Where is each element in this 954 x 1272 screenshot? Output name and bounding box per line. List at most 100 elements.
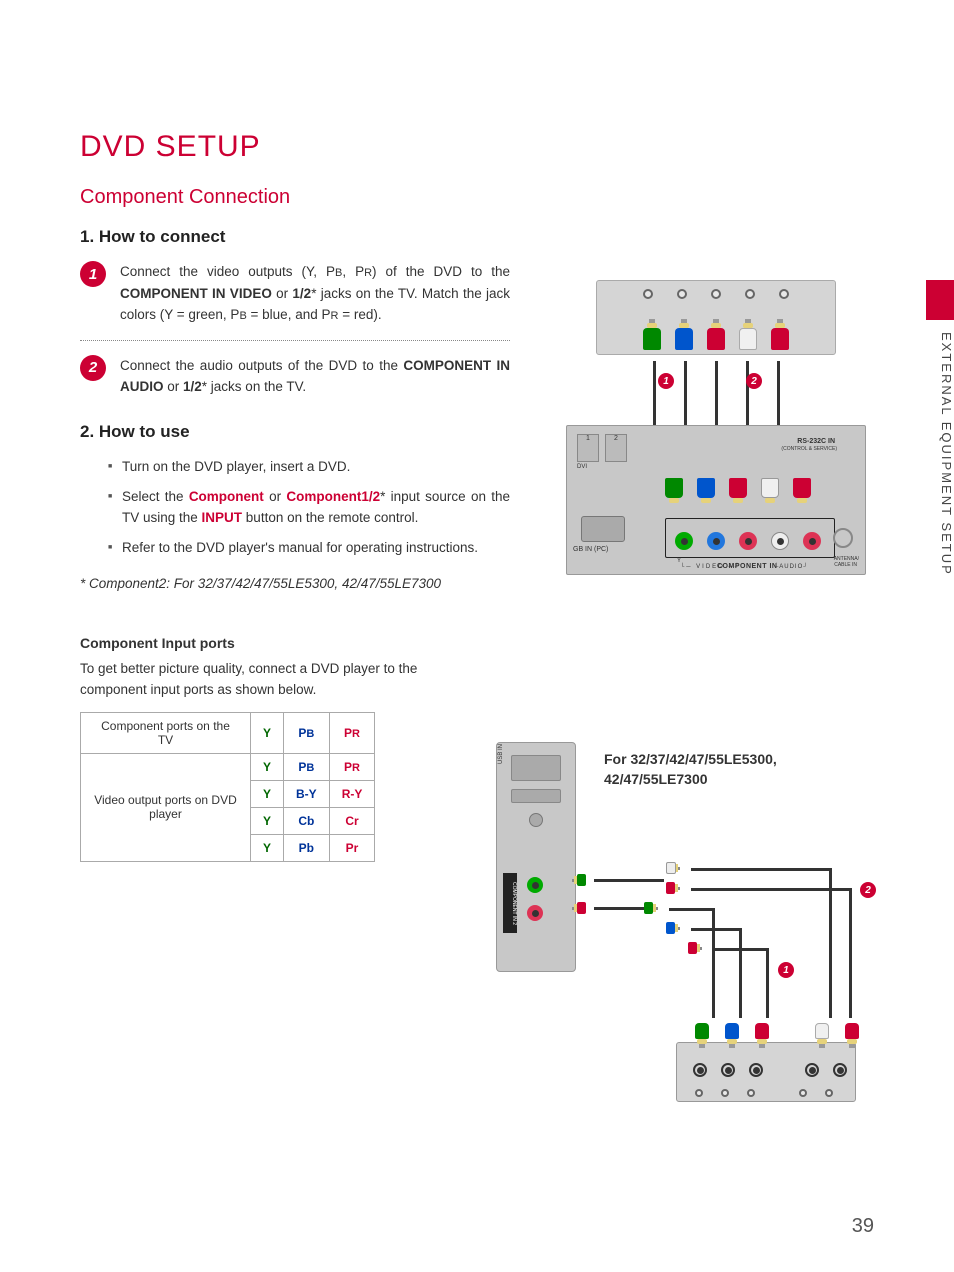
rca-socket-red [527, 905, 543, 921]
step-1: 1 Connect the video outputs (Y, PB, PR) … [80, 261, 510, 341]
tv-side-panel: USB IN COMPONENT IN 2 [496, 742, 576, 972]
cable-icon [766, 948, 769, 1018]
rs232-label: RS-232C IN [797, 438, 835, 445]
component-in-label: COMPONENT IN [717, 563, 777, 570]
rca-plug-green [641, 319, 663, 350]
t: AUDIO [779, 564, 803, 570]
cell: Y [251, 712, 284, 753]
callout-2: 2 [860, 882, 876, 898]
port-icon: 2 [605, 434, 627, 462]
table-row: Component ports on the TV Y PB PR [81, 712, 375, 753]
jack-icon [747, 1089, 755, 1097]
t: button on the remote control. [242, 510, 418, 525]
cell: R-Y [329, 780, 375, 807]
t: Connect the audio outputs of the DVD to … [120, 358, 403, 373]
cell: PB [284, 753, 330, 780]
rca-plug-green [663, 476, 685, 503]
dvd-player-rear [596, 280, 836, 355]
callout-1: 1 [658, 373, 674, 389]
dvi-ports: 1 2 [577, 434, 627, 462]
jack-icon [721, 1089, 729, 1097]
rca-socket [833, 1063, 847, 1077]
antenna-port-icon [833, 528, 853, 548]
jack-icon [677, 289, 687, 299]
mini-plug-blue [666, 922, 680, 934]
step-2-badge: 2 [80, 355, 106, 381]
mini-plug-red [572, 902, 586, 914]
jack-icon [779, 289, 789, 299]
cable-icon [746, 361, 749, 425]
cell: B-Y [284, 780, 330, 807]
ports-desc: To get better picture quality, connect a… [80, 659, 430, 700]
t: B [306, 728, 314, 740]
t: R [352, 728, 360, 740]
page-subtitle: Component Connection [80, 186, 874, 209]
rgb-label: GB IN (PC) [573, 546, 608, 553]
usb-port-icon [511, 755, 561, 781]
t: P [344, 726, 352, 740]
cell: Component ports on the TV [81, 712, 251, 753]
component-label-vert: COMPONENT IN 2 [503, 873, 517, 933]
rca-plug-red [769, 319, 791, 350]
t: Component [189, 489, 264, 504]
vga-port-icon [581, 516, 625, 542]
rca-plug-red [727, 476, 749, 503]
dvd2-jack-icons [695, 1089, 833, 1097]
diagram-side-panel: For 32/37/42/47/55LE5300, 42/47/55LE7300… [476, 742, 876, 1122]
t: 1/2 [183, 379, 202, 394]
cell: Cb [284, 807, 330, 834]
t: B [306, 762, 314, 774]
cable-icon [739, 928, 742, 1018]
dvd2-socket-row [693, 1063, 847, 1077]
cable-icon [691, 928, 741, 931]
callout-2: 2 [746, 373, 762, 389]
t: or [272, 286, 293, 301]
dvi-label: DVI [577, 464, 587, 470]
cell: PB [284, 712, 330, 753]
cell: Video output ports on DVD player [81, 753, 251, 861]
ports-header: Component Input ports [80, 635, 510, 651]
tv-rear-panel: 1 2 DVI RS-232C IN (CONTROL & SERVICE) G… [566, 425, 866, 575]
usb-label: USB IN [498, 744, 504, 764]
t: INPUT [202, 510, 243, 525]
t: R [364, 267, 372, 279]
t: R [352, 762, 360, 774]
cable-icon [594, 907, 644, 910]
hp-port-icon [529, 813, 543, 827]
diagram-component-connection: 1 2 1 2 DVI RS-232C IN (CONTROL & SERVIC… [566, 280, 866, 600]
ports-table: Component ports on the TV Y PB PR Video … [80, 712, 375, 862]
rca-plug-red [753, 1023, 771, 1048]
jack-icon [643, 289, 653, 299]
page-title: DVD SETUP [80, 130, 874, 164]
cell: Cr [329, 807, 375, 834]
cable-icon [829, 868, 832, 1018]
jack-icon [745, 289, 755, 299]
table-row: Video output ports on DVD player Y PB PR [81, 753, 375, 780]
rca-socket [805, 1063, 819, 1077]
cell: Y [251, 780, 284, 807]
mini-plug-red [688, 942, 702, 954]
tv-plug-row [663, 476, 813, 503]
t: , P [342, 264, 364, 279]
content-column: 1. How to connect 1 Connect the video ou… [80, 227, 510, 862]
cell: Y [251, 807, 284, 834]
rca-socket [721, 1063, 735, 1077]
rs232-sub: (CONTROL & SERVICE) [781, 446, 837, 452]
rca-plug-red [791, 476, 813, 503]
dvd-plug-row [597, 319, 835, 350]
antenna-label2: CABLE IN [834, 562, 857, 568]
page-number: 39 [852, 1215, 874, 1238]
rca-socket [749, 1063, 763, 1077]
t: = red). [338, 307, 381, 322]
section-how-to-connect: 1. How to connect [80, 227, 510, 247]
component-outline [665, 518, 835, 558]
jack-icon [825, 1089, 833, 1097]
use-item-2: Select the Component or Component1/2* in… [108, 486, 510, 529]
rca-plug-white [813, 1023, 831, 1048]
t: 1/2 [292, 286, 311, 301]
jack-icon [711, 289, 721, 299]
mini-plug-green [572, 874, 586, 886]
mini-plug-red [666, 882, 680, 894]
step-2: 2 Connect the audio outputs of the DVD t… [80, 355, 510, 412]
cable-icon [653, 361, 656, 425]
